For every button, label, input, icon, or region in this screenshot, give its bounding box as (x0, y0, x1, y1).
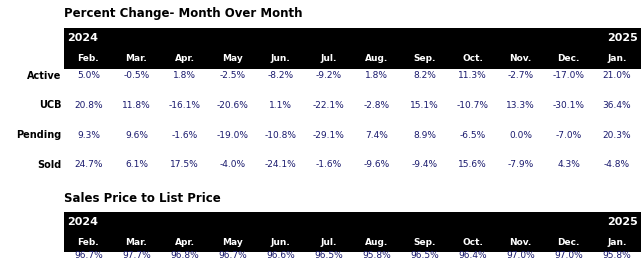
Text: 0.0%: 0.0% (509, 130, 532, 140)
Text: 36.4%: 36.4% (602, 101, 631, 110)
Text: 96.7%: 96.7% (74, 251, 103, 260)
Text: -16.1%: -16.1% (169, 101, 200, 110)
Text: -1.6%: -1.6% (171, 130, 198, 140)
Text: -4.8%: -4.8% (603, 160, 630, 169)
Text: -7.0%: -7.0% (556, 130, 582, 140)
Text: 2025: 2025 (607, 217, 638, 227)
Text: Oct.: Oct. (462, 238, 483, 247)
Text: 9.6%: 9.6% (125, 130, 148, 140)
Text: 97.7%: 97.7% (122, 251, 151, 260)
Text: Mar.: Mar. (126, 238, 147, 247)
Text: -2.8%: -2.8% (364, 101, 390, 110)
Text: 96.5%: 96.5% (314, 251, 343, 260)
Text: 2024: 2024 (68, 33, 99, 43)
Text: 96.6%: 96.6% (266, 251, 295, 260)
Text: -9.6%: -9.6% (363, 160, 390, 169)
Text: 2024: 2024 (68, 217, 99, 227)
Text: 1.1%: 1.1% (269, 101, 292, 110)
Text: -19.0%: -19.0% (216, 130, 249, 140)
Text: Dec.: Dec. (558, 238, 580, 247)
Text: 96.4%: 96.4% (459, 251, 487, 260)
Text: UCB: UCB (39, 100, 61, 110)
Text: Sales Price to List Price: Sales Price to List Price (64, 192, 221, 205)
Text: -2.5%: -2.5% (220, 71, 245, 80)
Text: 11.3%: 11.3% (459, 71, 487, 80)
Text: 15.1%: 15.1% (410, 101, 439, 110)
Text: Apr.: Apr. (175, 54, 194, 63)
Text: Jun.: Jun. (270, 238, 290, 247)
Text: Sold: Sold (37, 160, 61, 170)
Text: 20.8%: 20.8% (74, 101, 103, 110)
Text: -10.8%: -10.8% (265, 130, 296, 140)
Text: -1.6%: -1.6% (316, 160, 342, 169)
Text: -8.2%: -8.2% (267, 71, 294, 80)
Text: Feb.: Feb. (78, 238, 99, 247)
Bar (64, 212, 641, 232)
Text: 7.4%: 7.4% (365, 130, 388, 140)
Text: 21.0%: 21.0% (602, 71, 631, 80)
Text: 15.6%: 15.6% (459, 160, 487, 169)
Text: Jul.: Jul. (320, 54, 337, 63)
Text: 1.8%: 1.8% (173, 71, 196, 80)
Text: Aug.: Aug. (365, 54, 388, 63)
Text: 13.3%: 13.3% (506, 101, 535, 110)
Text: Percent Change- Month Over Month: Percent Change- Month Over Month (64, 7, 303, 20)
Text: 1.8%: 1.8% (365, 71, 388, 80)
Text: Oct.: Oct. (462, 54, 483, 63)
Text: 2025: 2025 (607, 33, 638, 43)
Text: -30.1%: -30.1% (553, 101, 585, 110)
Text: -9.4%: -9.4% (412, 160, 438, 169)
Text: -2.7%: -2.7% (507, 71, 534, 80)
Text: -22.1%: -22.1% (313, 101, 345, 110)
Text: 95.8%: 95.8% (602, 251, 631, 260)
Text: -10.7%: -10.7% (457, 101, 489, 110)
Text: 8.2%: 8.2% (413, 71, 436, 80)
Text: -4.0%: -4.0% (220, 160, 245, 169)
Text: Sep.: Sep. (413, 238, 436, 247)
Text: Jun.: Jun. (270, 54, 290, 63)
Text: May: May (222, 54, 243, 63)
Text: 96.7%: 96.7% (218, 251, 247, 260)
Text: Active: Active (27, 70, 61, 81)
Text: -20.6%: -20.6% (216, 101, 249, 110)
Text: 6.1%: 6.1% (125, 160, 148, 169)
Text: Aug.: Aug. (365, 238, 388, 247)
Text: Jan.: Jan. (607, 54, 627, 63)
Text: 4.3%: 4.3% (557, 160, 580, 169)
Text: 95.8%: 95.8% (362, 251, 391, 260)
Text: 5.0%: 5.0% (77, 71, 100, 80)
Text: -24.1%: -24.1% (265, 160, 296, 169)
Text: 24.7%: 24.7% (74, 160, 102, 169)
Text: 96.8%: 96.8% (170, 251, 199, 260)
Text: May: May (222, 238, 243, 247)
Text: -9.2%: -9.2% (316, 71, 341, 80)
Text: 11.8%: 11.8% (122, 101, 151, 110)
Text: Feb.: Feb. (78, 54, 99, 63)
Text: Nov.: Nov. (509, 54, 532, 63)
Bar (64, 49, 641, 69)
Text: -7.9%: -7.9% (507, 160, 534, 169)
Bar (64, 232, 641, 252)
Text: 97.0%: 97.0% (554, 251, 583, 260)
Text: -6.5%: -6.5% (460, 130, 486, 140)
Text: 20.3%: 20.3% (602, 130, 631, 140)
Text: Jan.: Jan. (607, 238, 627, 247)
Text: 9.3%: 9.3% (77, 130, 100, 140)
Text: Apr.: Apr. (175, 238, 194, 247)
Bar (64, 28, 641, 49)
Text: Mar.: Mar. (126, 54, 147, 63)
Text: Jul.: Jul. (320, 238, 337, 247)
Text: 17.5%: 17.5% (170, 160, 199, 169)
Text: Sep.: Sep. (413, 54, 436, 63)
Text: -0.5%: -0.5% (123, 71, 149, 80)
Text: 8.9%: 8.9% (413, 130, 436, 140)
Text: -17.0%: -17.0% (553, 71, 585, 80)
Text: -29.1%: -29.1% (312, 130, 345, 140)
Text: 96.5%: 96.5% (410, 251, 439, 260)
Text: Pending: Pending (16, 130, 61, 140)
Text: Nov.: Nov. (509, 238, 532, 247)
Text: Dec.: Dec. (558, 54, 580, 63)
Text: 97.0%: 97.0% (506, 251, 535, 260)
